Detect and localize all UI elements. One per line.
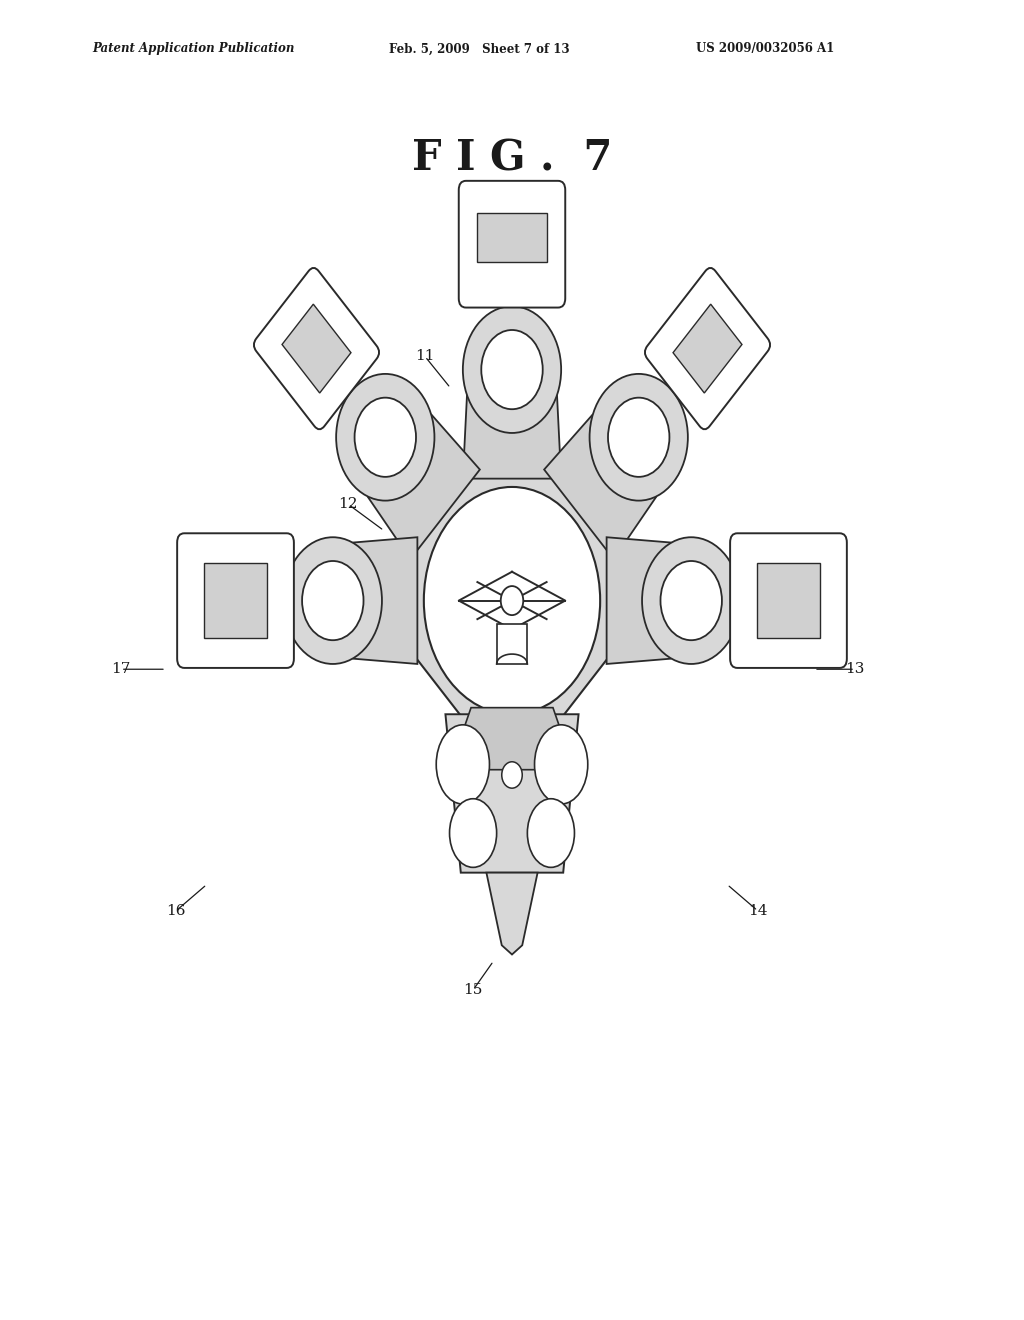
Bar	[481, 300, 543, 305]
Text: 12: 12	[338, 498, 358, 511]
Circle shape	[302, 561, 364, 640]
FancyBboxPatch shape	[177, 533, 294, 668]
Bar	[204, 562, 267, 639]
Polygon shape	[368, 414, 480, 560]
Circle shape	[336, 374, 434, 500]
Text: 14: 14	[748, 904, 768, 917]
Circle shape	[354, 397, 416, 477]
Polygon shape	[459, 708, 565, 770]
Circle shape	[660, 561, 722, 640]
Circle shape	[590, 374, 688, 500]
Polygon shape	[544, 414, 656, 560]
Circle shape	[502, 762, 522, 788]
Bar	[477, 214, 547, 261]
Text: Patent Application Publication: Patent Application Publication	[92, 42, 295, 55]
Polygon shape	[413, 473, 611, 729]
Polygon shape	[353, 537, 418, 664]
FancyBboxPatch shape	[254, 268, 379, 429]
Circle shape	[501, 586, 523, 615]
Ellipse shape	[527, 799, 574, 867]
Circle shape	[424, 487, 600, 714]
Text: 16: 16	[166, 904, 186, 917]
Circle shape	[463, 306, 561, 433]
Polygon shape	[445, 714, 579, 873]
Circle shape	[608, 397, 670, 477]
Text: 17: 17	[112, 663, 130, 676]
Bar	[757, 562, 820, 639]
Circle shape	[481, 330, 543, 409]
Circle shape	[642, 537, 740, 664]
Polygon shape	[606, 537, 671, 664]
FancyBboxPatch shape	[645, 268, 770, 429]
Ellipse shape	[450, 799, 497, 867]
Text: 10: 10	[530, 535, 551, 548]
Text: 15: 15	[464, 983, 482, 997]
Bar	[497, 624, 527, 664]
Text: Feb. 5, 2009   Sheet 7 of 13: Feb. 5, 2009 Sheet 7 of 13	[389, 42, 569, 55]
Ellipse shape	[535, 725, 588, 804]
Text: 13: 13	[846, 663, 864, 676]
Bar	[673, 304, 742, 393]
Text: 11: 11	[415, 350, 435, 363]
FancyBboxPatch shape	[730, 533, 847, 668]
FancyBboxPatch shape	[459, 181, 565, 308]
Text: US 2009/0032056 A1: US 2009/0032056 A1	[696, 42, 835, 55]
Bar	[282, 304, 351, 393]
Polygon shape	[463, 396, 561, 479]
Ellipse shape	[436, 725, 489, 804]
Polygon shape	[486, 873, 538, 954]
Text: F I G .  7: F I G . 7	[412, 137, 612, 180]
Circle shape	[284, 537, 382, 664]
